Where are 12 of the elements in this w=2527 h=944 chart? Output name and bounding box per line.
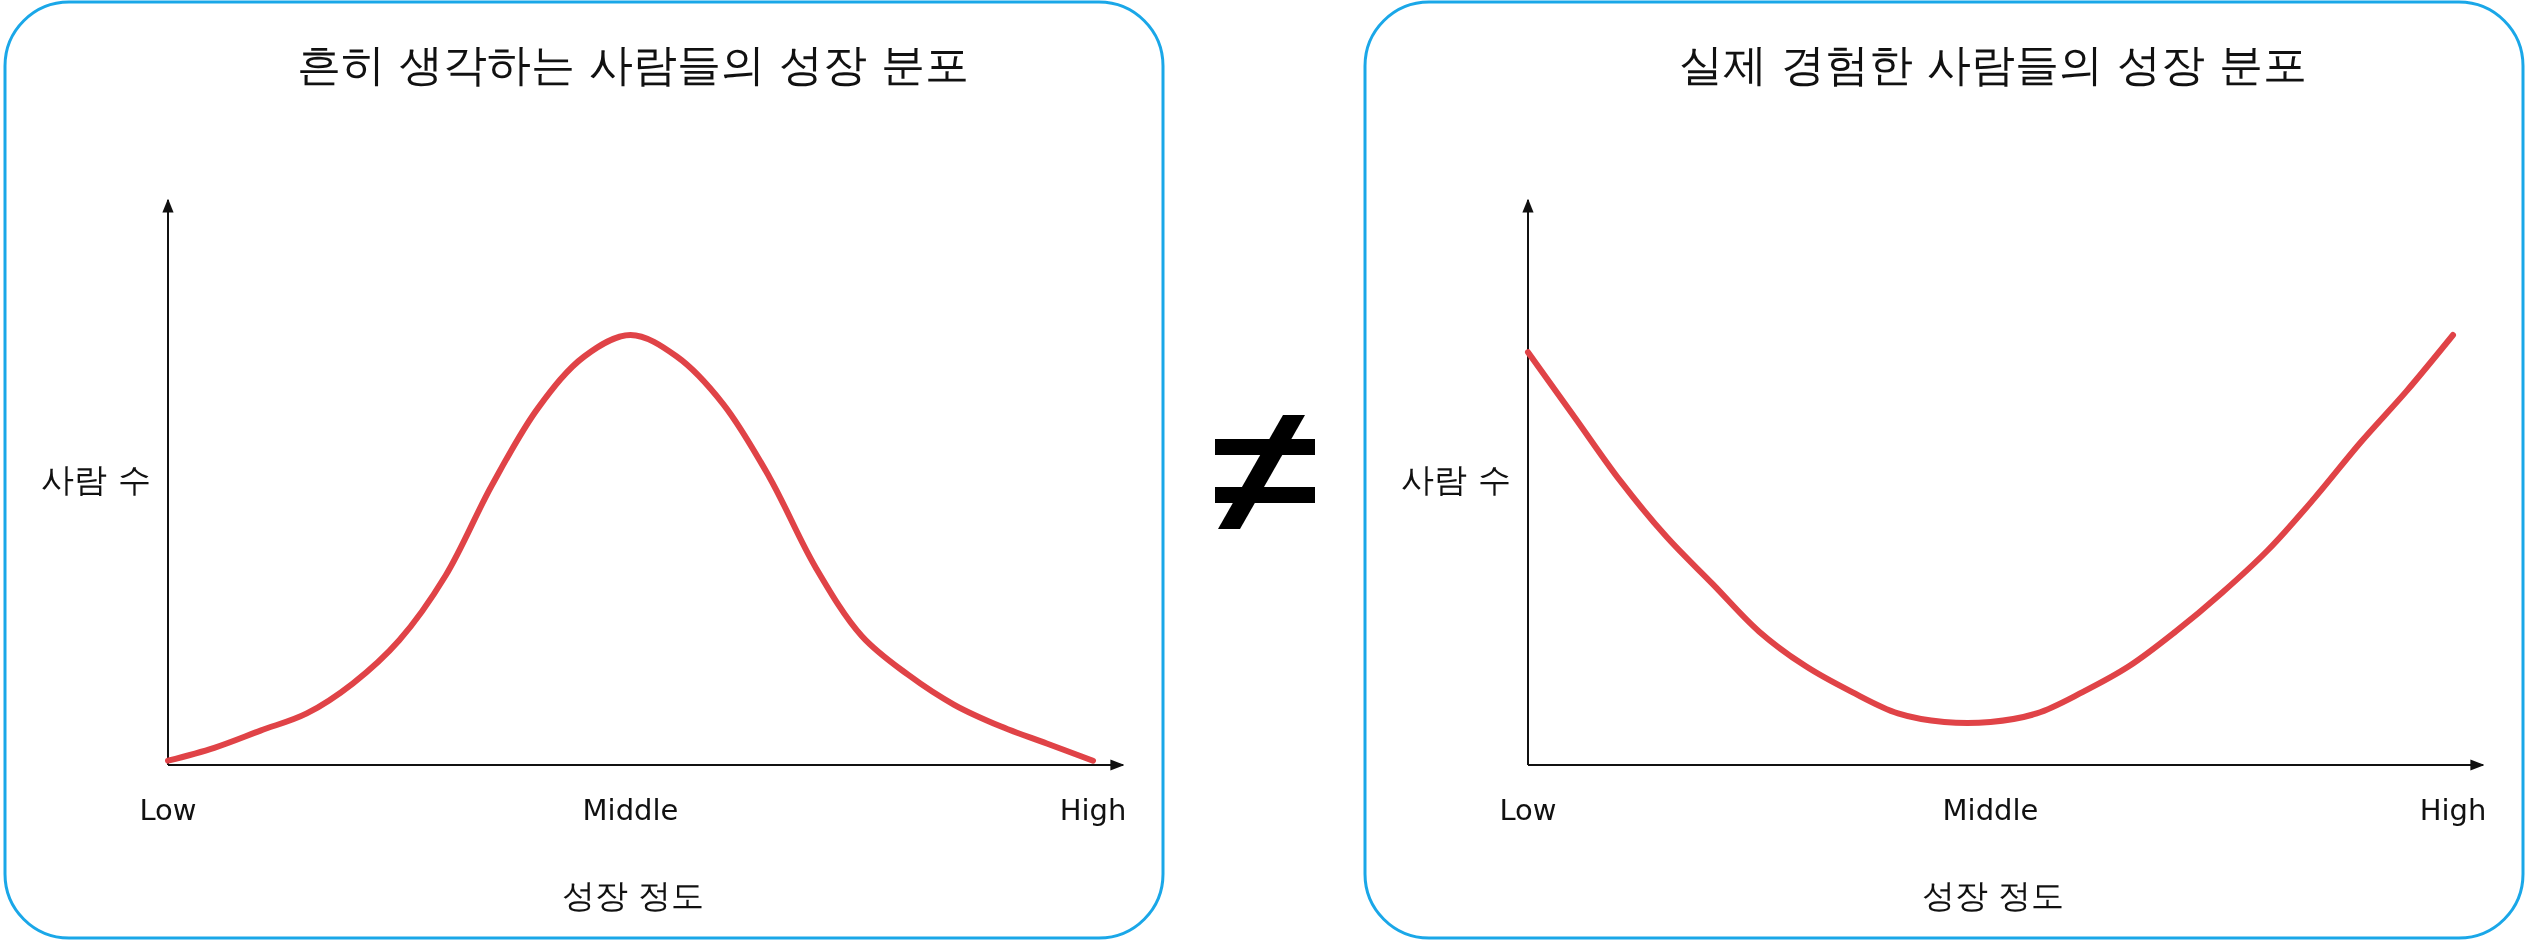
x-tick-label: Middle xyxy=(1942,793,2039,827)
x-axis-title: 성장 정도 xyxy=(1921,876,2065,915)
x-tick-label: Low xyxy=(1499,793,1557,827)
x-tick-label: Middle xyxy=(582,793,679,827)
x-tick-label: High xyxy=(1059,793,1127,827)
chart-title: 실제 경험한 사람들의 성장 분포 xyxy=(1679,39,2307,90)
chart-title: 흔히 생각하는 사람들의 성장 분포 xyxy=(297,39,969,90)
x-axis-title: 성장 정도 xyxy=(561,876,705,915)
y-axis-title: 사람 수 xyxy=(41,460,151,499)
y-axis-title: 사람 수 xyxy=(1401,460,1511,499)
x-tick-label: High xyxy=(2419,793,2487,827)
x-tick-label: Low xyxy=(139,793,197,827)
